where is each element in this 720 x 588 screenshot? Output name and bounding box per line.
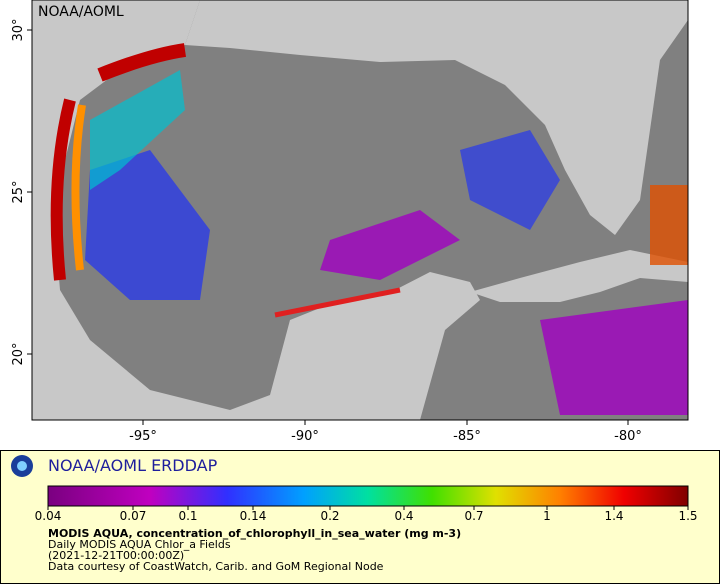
- color-bar-label: 1.5: [678, 509, 697, 523]
- color-bar-label: 0.04: [35, 509, 62, 523]
- legend-title: MODIS AQUA, concentration_of_chlorophyll…: [48, 527, 461, 540]
- legend-background: [0, 450, 720, 584]
- corner-label: NOAA/AOML: [38, 4, 124, 20]
- color-bar-label: 0.4: [394, 509, 413, 523]
- color-bar-ticks: 0.04 0.07 0.1 0.14 0.2 0.4 0.7 1 1.4 1.5: [35, 506, 698, 523]
- axes: 30° 25° 20° -95° -90° -85° -80°: [11, 18, 642, 444]
- map-frame: [31, 0, 689, 421]
- lon-label: -80°: [614, 429, 642, 444]
- color-bar: [47, 485, 689, 507]
- color-bar-label: 0.7: [464, 509, 483, 523]
- chlorophyll-patch: [650, 185, 688, 265]
- lat-label: 25°: [11, 180, 26, 203]
- legend-line: Data courtesy of CoastWatch, Carib. and …: [48, 560, 384, 573]
- color-bar-label: 1: [543, 509, 551, 523]
- color-bar-label: 0.07: [120, 509, 147, 523]
- coastal-bloom: [71, 104, 86, 271]
- chlorophyll-patch: [460, 130, 560, 230]
- brand: NOAA/AOML ERDDAP: [48, 456, 218, 475]
- land-mexico: [32, 0, 480, 420]
- chlorophyll-patch: [90, 70, 185, 190]
- lat-label: 20°: [11, 342, 26, 365]
- coastal-bloom: [50, 98, 76, 281]
- color-bar-label: 0.1: [178, 509, 197, 523]
- color-bar-label: 0.14: [240, 509, 267, 523]
- chlorophyll-patch: [274, 287, 401, 318]
- chlorophyll-patch: [320, 210, 460, 280]
- legend-panel: NOAA/AOML ERDDAP 0.04 0.07 0.1 0.14 0.2 0.4 0.…: [0, 450, 720, 584]
- land-us: [185, 0, 688, 235]
- map-area: NOAA/AOML: [31, 0, 689, 421]
- chlorophyll-patch: [540, 300, 688, 415]
- chlorophyll-patch: [85, 150, 210, 300]
- lat-label: 30°: [11, 18, 26, 41]
- coastal-bloom: [97, 43, 187, 82]
- legend-line: (2021-12-21T00:00:00Z): [48, 549, 184, 562]
- legend-line: Daily MODIS AQUA Chlor_a Fields: [48, 538, 231, 551]
- color-bar-label: 1.4: [604, 509, 623, 523]
- lon-label: -85°: [453, 429, 481, 444]
- land-cuba: [470, 250, 688, 302]
- noaa-logo-inner: [17, 461, 27, 471]
- lon-label: -95°: [129, 429, 157, 444]
- color-bar-label: 0.2: [320, 509, 339, 523]
- lon-label: -90°: [291, 429, 319, 444]
